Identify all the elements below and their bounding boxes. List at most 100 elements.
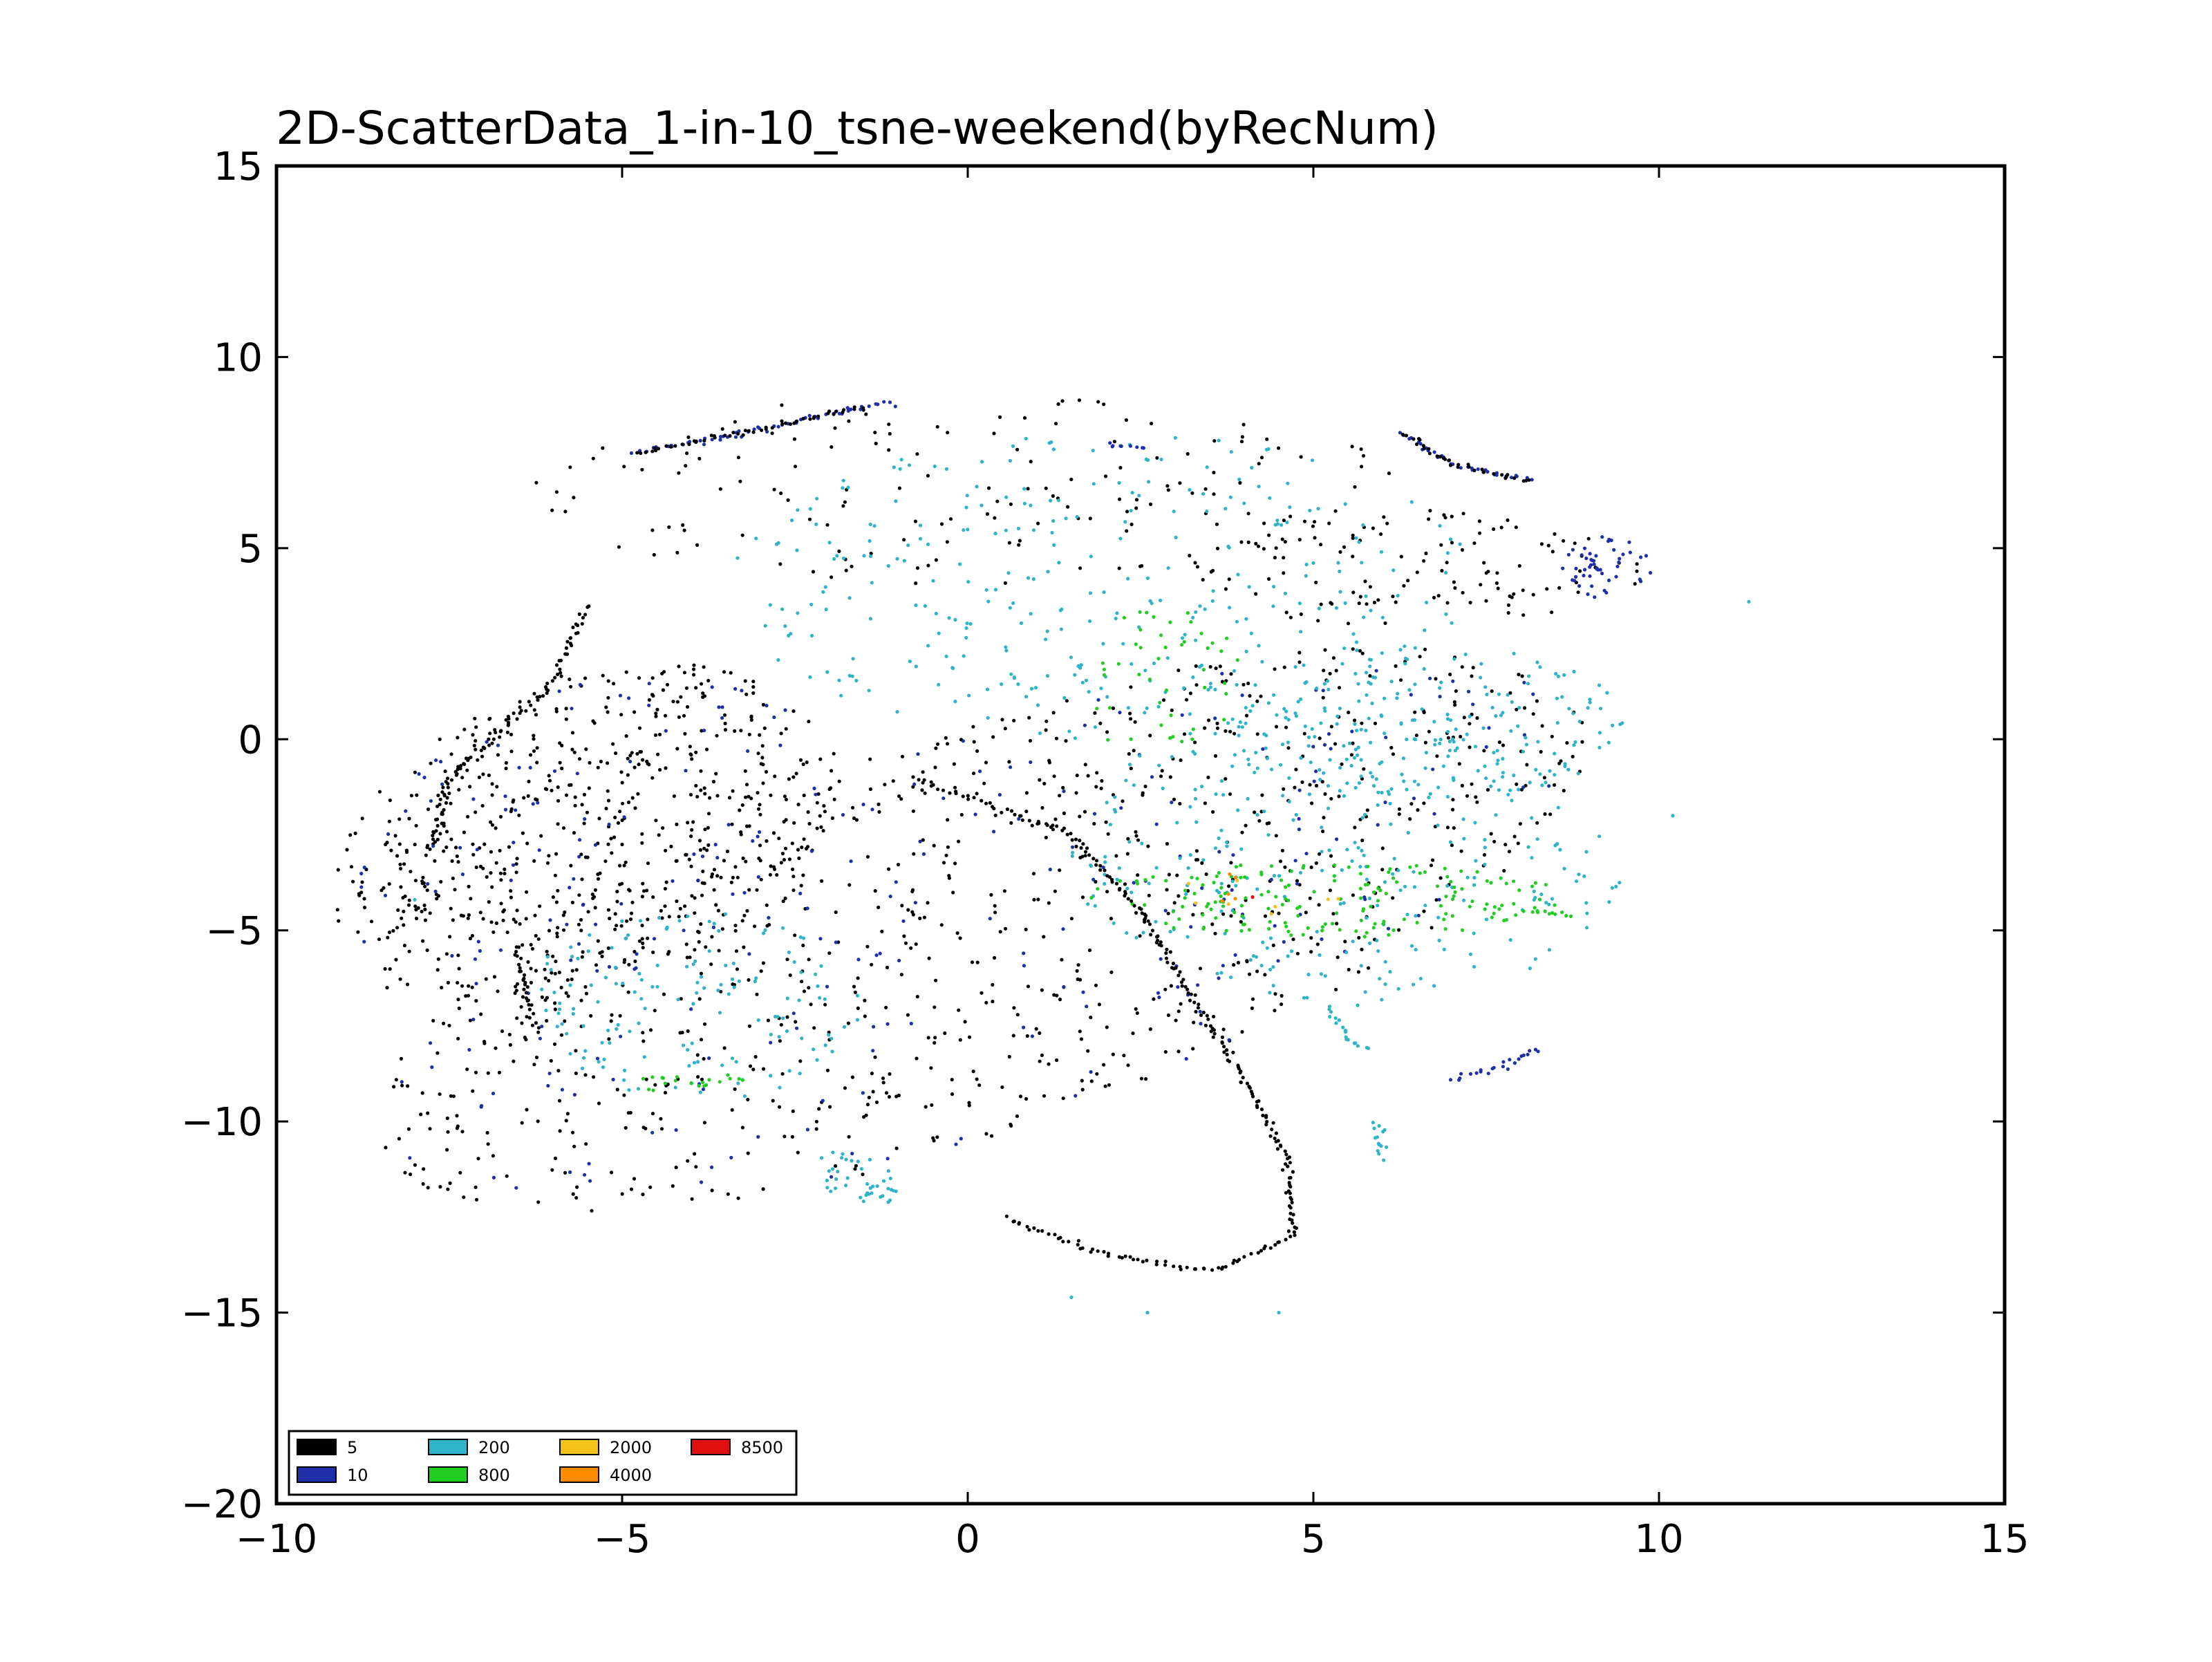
data-point [756, 791, 760, 795]
data-point [791, 1109, 795, 1113]
data-point [1404, 433, 1408, 438]
data-point [761, 961, 765, 965]
data-point [700, 881, 704, 885]
data-point [1212, 1031, 1217, 1036]
data-point [409, 870, 413, 874]
data-point [800, 1036, 804, 1040]
data-point [885, 965, 890, 969]
data-point [619, 1034, 623, 1038]
data-point [520, 1121, 524, 1125]
data-point [487, 743, 491, 747]
data-point [1344, 757, 1349, 761]
data-point [995, 499, 1000, 503]
data-point [1482, 749, 1486, 753]
data-point [1266, 701, 1271, 705]
data-point [1432, 595, 1436, 600]
data-point [1331, 656, 1335, 660]
data-point [471, 1018, 476, 1022]
data-point [626, 933, 630, 937]
legend-swatch [559, 1439, 599, 1455]
data-point [630, 796, 635, 800]
data-point [894, 880, 898, 884]
data-point [700, 893, 704, 897]
data-point [359, 890, 364, 895]
data-point [1241, 682, 1246, 687]
data-point [975, 792, 979, 796]
data-point [1156, 991, 1161, 995]
data-point [807, 958, 811, 962]
data-point [870, 581, 874, 585]
data-point [552, 769, 557, 773]
data-point [1012, 718, 1016, 722]
data-point [460, 776, 465, 780]
data-point [903, 941, 908, 945]
legend-label: 800 [478, 1466, 510, 1485]
data-point [991, 1000, 995, 1004]
data-point [1032, 897, 1036, 902]
data-point [517, 765, 521, 769]
data-point [914, 664, 918, 669]
data-point [1344, 950, 1349, 954]
data-point [1427, 729, 1431, 734]
data-point [1192, 1020, 1196, 1025]
data-point [402, 923, 406, 927]
data-point [505, 730, 510, 734]
data-point [641, 1193, 645, 1197]
data-point [624, 734, 628, 738]
data-point [641, 941, 645, 945]
data-point [1367, 657, 1371, 662]
data-point [935, 1135, 939, 1139]
legend-label: 10 [347, 1466, 368, 1485]
data-point [844, 1184, 848, 1188]
data-point [1329, 854, 1333, 858]
data-point [1399, 678, 1403, 682]
data-point [1472, 883, 1477, 887]
data-point [431, 1018, 435, 1023]
data-point [429, 799, 433, 803]
data-point [467, 884, 471, 888]
data-point [550, 1168, 554, 1172]
data-point [1225, 1048, 1229, 1052]
data-point [1229, 450, 1233, 454]
data-point [778, 743, 782, 747]
data-point [1346, 622, 1351, 626]
data-point [555, 935, 559, 939]
data-point [1368, 941, 1372, 945]
data-point [1396, 987, 1400, 991]
data-point [615, 899, 619, 904]
data-point [360, 816, 364, 821]
data-point [1353, 722, 1357, 726]
data-point [1363, 990, 1367, 994]
data-point [1329, 1010, 1333, 1014]
data-point [1322, 682, 1327, 686]
data-point [446, 785, 450, 790]
data-point [1550, 897, 1554, 901]
data-point [932, 1040, 937, 1045]
data-point [1501, 756, 1505, 761]
data-point [1201, 492, 1206, 496]
data-point [1228, 1059, 1232, 1063]
data-point [398, 977, 402, 981]
data-point [569, 783, 573, 787]
data-point [802, 837, 806, 841]
data-point [1128, 444, 1132, 448]
data-point [686, 1047, 690, 1052]
data-point [783, 896, 787, 900]
data-point [1297, 828, 1301, 832]
data-point [1294, 1226, 1298, 1230]
data-point [817, 1107, 821, 1111]
data-point [606, 908, 611, 912]
data-point [1274, 834, 1278, 838]
data-point [1058, 1235, 1062, 1240]
data-point [1086, 1049, 1090, 1053]
data-point [409, 794, 414, 798]
data-point [336, 868, 340, 872]
data-point [1015, 1013, 1020, 1017]
data-point [400, 1083, 404, 1087]
data-point [1322, 669, 1326, 673]
data-point [1138, 646, 1143, 650]
data-point [1490, 689, 1494, 693]
data-point [554, 707, 559, 711]
data-point [1073, 673, 1077, 677]
data-point [833, 426, 837, 430]
